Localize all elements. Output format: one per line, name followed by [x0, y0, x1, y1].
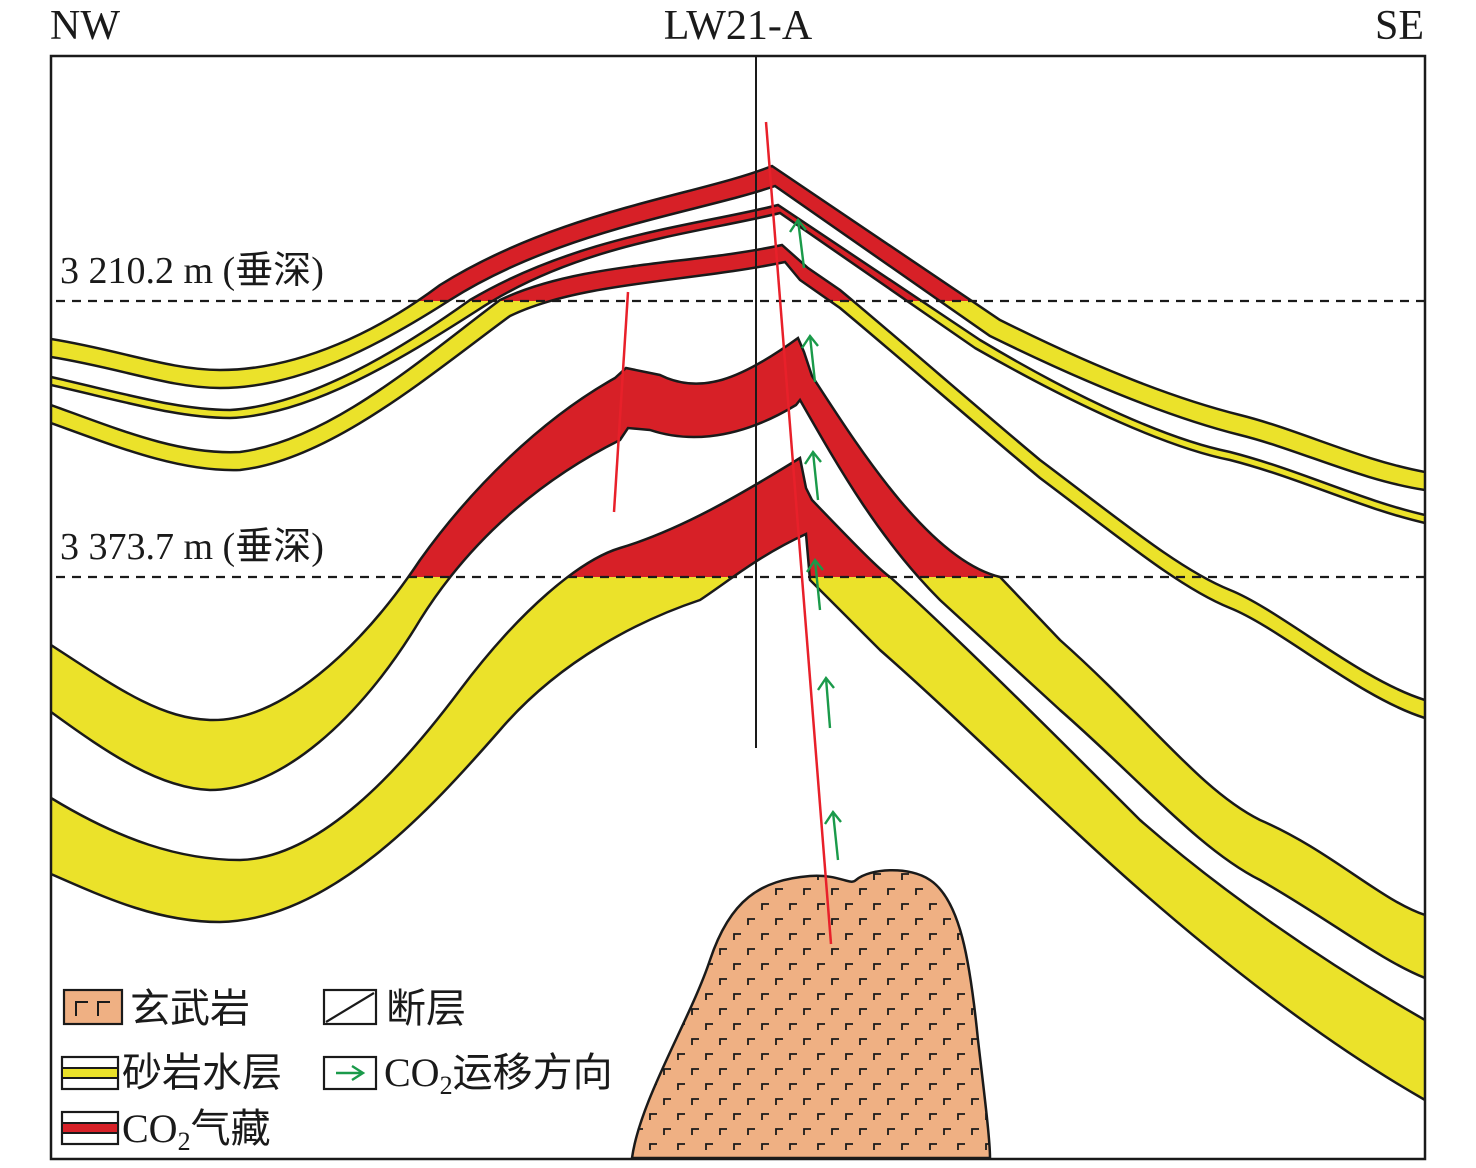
depth-label-1: 3 210.2 m (垂深)	[60, 250, 324, 292]
upper-layer-3	[51, 243, 1425, 720]
legend-co2-reservoir: CO2气藏	[60, 1106, 271, 1156]
migration-arrow	[824, 809, 842, 861]
legend-sandstone: 砂岩水层	[60, 1050, 282, 1095]
legend-basalt: 玄武岩	[62, 986, 250, 1031]
nw-label: NW	[50, 3, 120, 49]
migration-arrow	[806, 557, 824, 611]
legend-basalt-label: 玄武岩	[130, 986, 250, 1031]
legend-sandstone-label: 砂岩水层	[122, 1050, 282, 1095]
main-fault	[764, 121, 833, 945]
legend-fault-label: 断层	[386, 986, 466, 1031]
basalt-body	[630, 869, 992, 1159]
legend-fault: 断层	[322, 986, 466, 1031]
upper-layer-2	[51, 203, 1425, 525]
migration-arrow	[804, 449, 822, 501]
migration-arrow	[817, 675, 835, 729]
migration-arrow	[789, 217, 807, 269]
secondary-fault	[612, 291, 630, 513]
legend-co2-migration: CO2运移方向	[322, 1050, 613, 1100]
legend-co2-reservoir-label: CO2气藏	[122, 1106, 271, 1156]
lower-layer-1	[51, 336, 1425, 980]
se-label: SE	[1374, 3, 1424, 49]
migration-arrow	[801, 333, 819, 383]
lower-layer-2	[51, 455, 1425, 1102]
depth-label-2: 3 373.7 m (垂深)	[60, 526, 324, 568]
legend: 玄武岩 断层 砂岩水层 CO2运移方向 CO2气藏	[60, 986, 613, 1156]
well-label: LW21-A	[663, 3, 813, 49]
legend-co2-migration-label: CO2运移方向	[384, 1050, 613, 1100]
upper-layer-1	[51, 164, 1425, 492]
migration-arrows	[789, 217, 842, 861]
